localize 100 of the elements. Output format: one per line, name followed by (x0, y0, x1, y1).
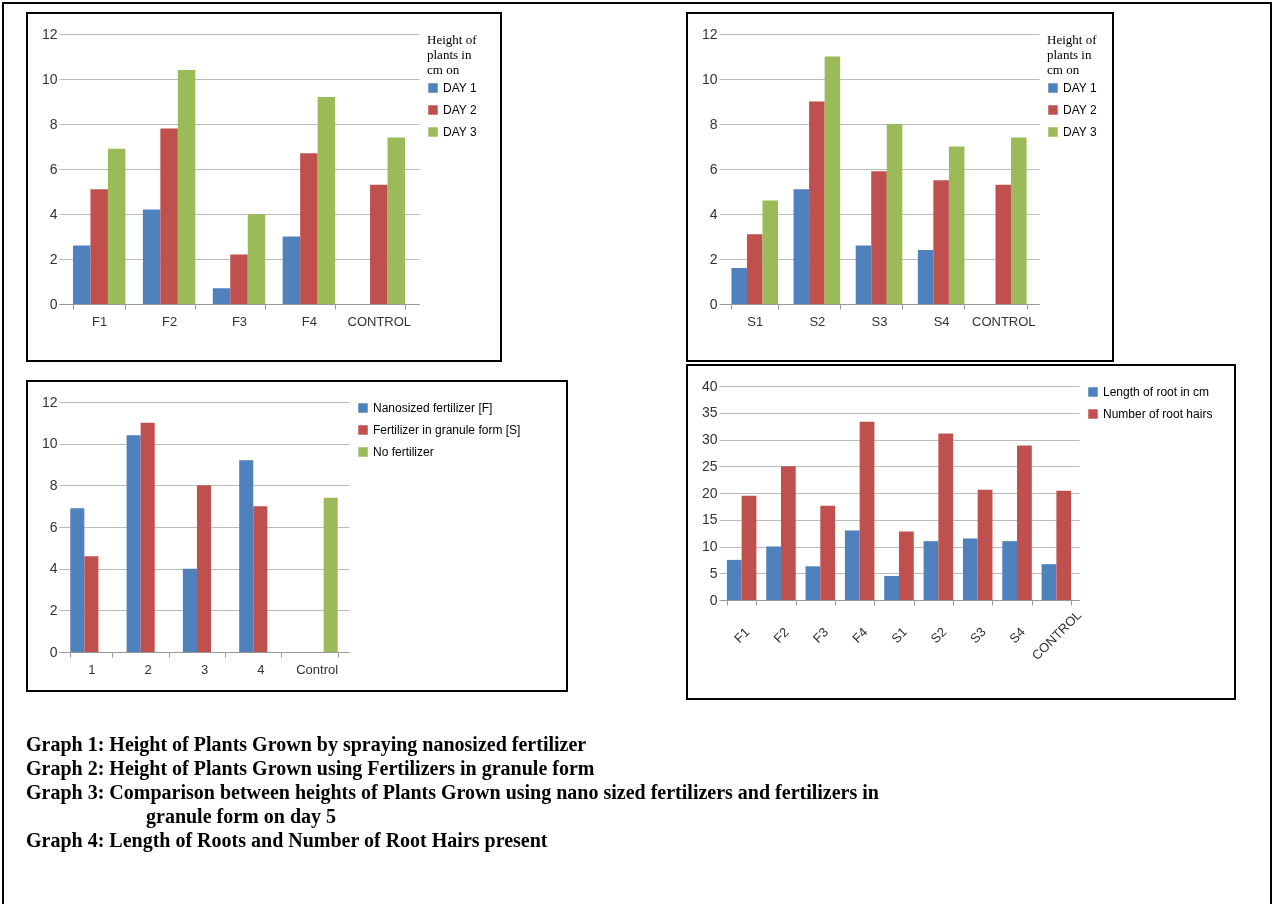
bar (938, 433, 954, 600)
legend-label: DAY 3 (443, 125, 477, 139)
bar (212, 288, 231, 304)
x-tick-label: CONTROL (347, 313, 412, 329)
x-tick-label: F2 (770, 624, 792, 646)
x-tick-label: 3 (200, 661, 209, 677)
bar (387, 137, 406, 304)
bar (196, 485, 212, 652)
bar (766, 546, 781, 600)
bar (323, 497, 338, 652)
y-tick-label: 8 (49, 115, 58, 132)
x-tick-label: F1 (731, 624, 753, 646)
caption: Graph 3: Comparison between heights of Plants Grown using nano sized fertilizers and fertilizers in granule form on day 5 (26, 780, 880, 828)
y-tick-label: 4 (49, 205, 58, 222)
bar (899, 531, 914, 600)
y-tick-label: 30 (701, 431, 718, 447)
x-tick-label: S3 (871, 313, 888, 329)
bar (855, 245, 872, 304)
y-tick-label: 2 (49, 601, 58, 618)
y-tick-label: 8 (49, 476, 58, 493)
y-tick-label: 0 (709, 591, 718, 608)
y-tick-label: 5 (709, 564, 718, 581)
bar (1056, 490, 1072, 600)
x-tick-label: 2 (144, 661, 152, 677)
y-tick-label: 10 (701, 70, 718, 87)
x-tick-label: S4 (933, 313, 950, 329)
bar (84, 556, 99, 652)
y-tick-label: 10 (41, 435, 58, 452)
bar (871, 171, 887, 304)
bar (780, 466, 796, 600)
y-tick-label: 25 (701, 457, 718, 474)
bar (731, 268, 747, 304)
x-tick-label: F2 (162, 313, 178, 329)
y-tick-label: 12 (41, 25, 58, 42)
y-tick-label: 10 (41, 70, 58, 87)
y-tick-label: 4 (49, 560, 58, 577)
bar (820, 505, 836, 600)
bar (995, 184, 1012, 304)
x-tick-label: S2 (927, 624, 950, 647)
y-tick-label: 6 (709, 160, 718, 177)
bar (741, 495, 757, 600)
bar (107, 148, 126, 304)
x-tick-label: F3 (231, 313, 248, 329)
x-tick-label: CONTROL (971, 313, 1036, 329)
x-tick-label: S4 (1006, 624, 1029, 647)
bar (917, 250, 934, 304)
y-tick-label: 0 (49, 643, 58, 660)
bar (859, 421, 875, 600)
legend-label: DAY 1 (1063, 81, 1097, 95)
x-tick-label: S2 (809, 313, 826, 329)
bar (70, 508, 85, 652)
x-tick-label: F3 (809, 624, 832, 646)
y-tick-label: 0 (49, 295, 58, 312)
bar (809, 101, 825, 304)
y-tick-label: 6 (49, 518, 58, 535)
y-tick-label: 15 (701, 511, 718, 528)
y-tick-label: 4 (709, 205, 718, 222)
legend-label: DAY 2 (443, 103, 477, 117)
y-tick-label: 35 (701, 404, 718, 421)
y-tick-label: 40 (701, 377, 718, 394)
y-tick-label: 2 (49, 250, 58, 267)
bar (72, 245, 91, 304)
bar (1011, 137, 1027, 304)
legend-label: Length of root in cm (1103, 385, 1210, 399)
bar (933, 180, 949, 304)
bar (300, 153, 318, 304)
bar (886, 124, 903, 304)
bar (726, 559, 742, 600)
bar (746, 234, 763, 304)
caption: Graph 1: Height of Plants Grown by spraying nanosized fertilizer (26, 732, 588, 756)
legend-label: Number of root hairs (1103, 407, 1213, 421)
legend-label: No fertilizer (373, 445, 434, 459)
bar (160, 128, 178, 304)
caption: Graph 2: Height of Plants Grown using Fertilizers in granule form (26, 756, 596, 780)
bar (805, 566, 821, 600)
x-tick-label: Control (296, 661, 339, 677)
x-tick-label: S3 (966, 624, 989, 647)
bar (90, 189, 108, 304)
bar (140, 422, 155, 652)
bar (182, 568, 197, 652)
x-tick-label: F4 (849, 624, 871, 646)
bar (1002, 541, 1018, 600)
bar (239, 460, 254, 652)
bar (762, 200, 779, 304)
legend-label: Nanosized fertilizer [F] (373, 401, 493, 415)
bar (370, 184, 388, 304)
bar (142, 209, 161, 304)
bar (884, 575, 899, 600)
y-tick-label: 2 (709, 250, 718, 267)
y-tick-label: 8 (709, 115, 718, 132)
bar (824, 56, 841, 304)
bar (282, 236, 301, 304)
bar (1041, 564, 1057, 600)
bar (253, 506, 268, 652)
x-tick-label: F4 (301, 313, 317, 329)
legend-label: DAY 1 (443, 81, 477, 95)
bar (977, 489, 993, 600)
bar (844, 530, 860, 600)
bar (923, 541, 939, 600)
bar (126, 435, 141, 652)
